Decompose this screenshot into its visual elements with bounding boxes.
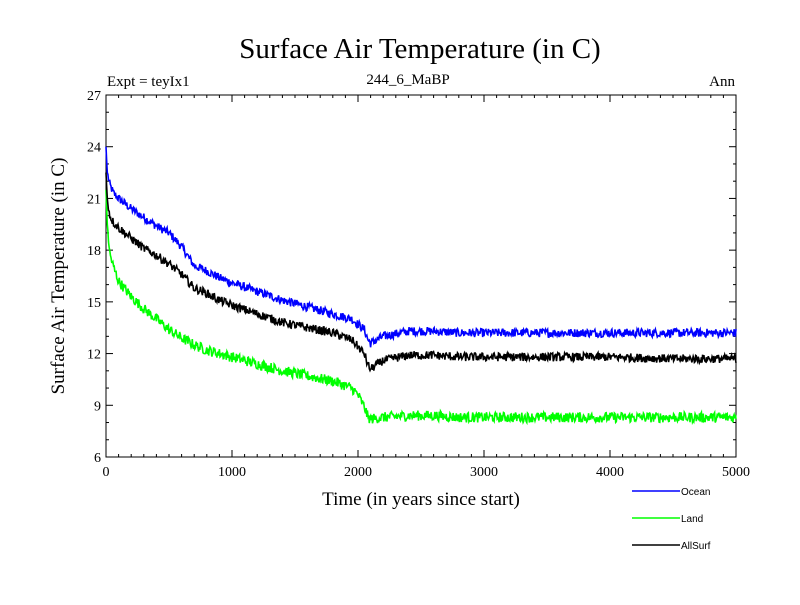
legend-label-allsurf: AllSurf	[681, 541, 711, 552]
run-label: 244_6_MaBP	[366, 72, 449, 88]
x-axis-label: Time (in years since start)	[322, 489, 520, 510]
y-tick-label: 12	[87, 348, 101, 363]
series-line-ocean	[105, 146, 737, 348]
legend: Ocean Land AllSurf	[632, 487, 711, 552]
plot-frame	[105, 94, 737, 458]
series-group	[105, 146, 737, 426]
x-tick-label: 5000	[722, 465, 750, 480]
y-tick-label: 21	[87, 192, 101, 207]
season-label: Ann	[709, 74, 735, 90]
x-tick-label: 0	[103, 465, 110, 480]
y-tick-label: 6	[94, 451, 101, 466]
series-line-allsurf	[105, 172, 737, 373]
y-tick-label: 27	[87, 89, 101, 104]
legend-label-ocean: Ocean	[681, 487, 710, 498]
y-tick-label: 18	[87, 244, 101, 259]
y-tick-label: 15	[87, 296, 101, 311]
y-tick-label: 9	[94, 399, 101, 414]
x-tick-label: 3000	[470, 465, 498, 480]
experiment-label: Expt = teyIx1	[107, 74, 190, 90]
x-tick-label: 4000	[596, 465, 624, 480]
x-tick-label: 1000	[218, 465, 246, 480]
chart-title: Surface Air Temperature (in C)	[239, 33, 600, 65]
series-line-land	[105, 189, 737, 426]
legend-label-land: Land	[681, 514, 703, 525]
y-axis-label: Surface Air Temperature (in C)	[48, 158, 69, 395]
y-tick-label: 24	[87, 141, 101, 156]
x-tick-label: 2000	[344, 465, 372, 480]
